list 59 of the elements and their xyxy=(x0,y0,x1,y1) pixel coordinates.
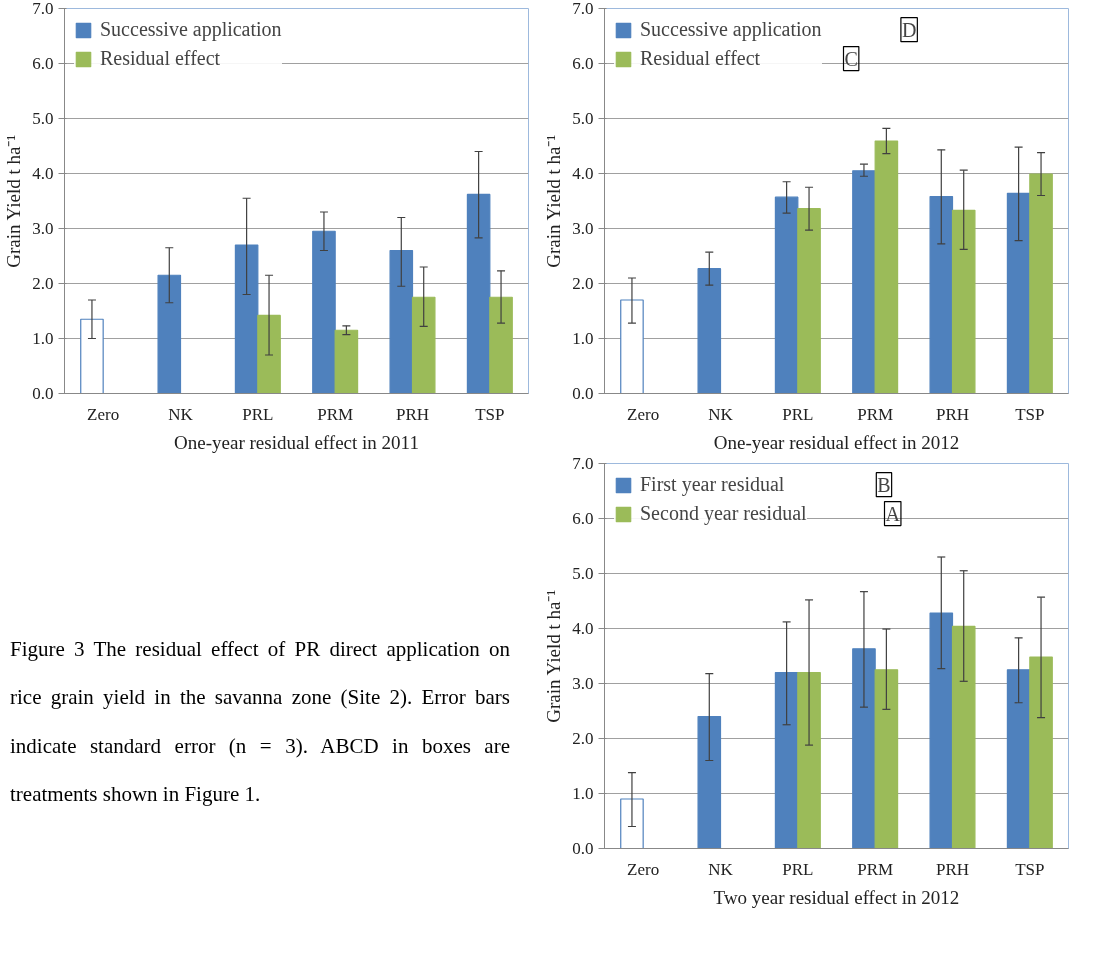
x-tick-label: NK xyxy=(168,404,194,424)
x-axis-title: Two year residual effect in 2012 xyxy=(713,886,960,908)
y-tick-label: 5.0 xyxy=(572,564,594,583)
x-tick-label: NK xyxy=(708,404,734,424)
y-tick-label: 0.0 xyxy=(572,839,594,858)
x-tick-label: PRM xyxy=(857,859,894,879)
y-tick-label: 6.0 xyxy=(572,54,594,73)
legend-label: Successive application xyxy=(640,18,822,41)
x-tick-label: Zero xyxy=(627,859,660,879)
x-axis-title: One-year residual effect in 2012 xyxy=(713,431,960,453)
annotation: D xyxy=(901,18,917,41)
x-tick-label: TSP xyxy=(1015,404,1045,424)
y-tick-label: 7.0 xyxy=(572,454,594,473)
y-tick-label: 1.0 xyxy=(572,329,594,348)
y-tick-label: 0.0 xyxy=(32,384,54,403)
x-tick-label: PRM xyxy=(857,404,894,424)
y-tick-label: 7.0 xyxy=(572,0,594,18)
legend-label: Residual effect xyxy=(100,47,221,70)
y-tick-label: 6.0 xyxy=(572,509,594,528)
annotation: C xyxy=(844,47,858,70)
y-tick-label: 4.0 xyxy=(572,619,594,638)
y-tick-label: 5.0 xyxy=(572,109,594,128)
y-axis-title: Grain Yield t ha⁻¹ xyxy=(543,589,565,723)
y-tick-label: 5.0 xyxy=(32,109,54,128)
legend-label: Residual effect xyxy=(640,47,761,70)
y-tick-label: 1.0 xyxy=(572,784,594,803)
y-tick-label: 3.0 xyxy=(572,674,594,693)
y-tick-label: 7.0 xyxy=(32,0,54,18)
y-axis-title: Grain Yield t ha⁻¹ xyxy=(543,134,565,268)
x-tick-label: Zero xyxy=(627,404,660,424)
x-tick-label: PRM xyxy=(317,404,354,424)
x-tick-label: PRL xyxy=(242,404,274,424)
annotation: A xyxy=(885,502,901,525)
y-tick-label: 0.0 xyxy=(572,384,594,403)
x-tick-label: TSP xyxy=(475,404,505,424)
y-tick-label: 1.0 xyxy=(32,329,54,348)
y-tick-label: 4.0 xyxy=(572,164,594,183)
y-tick-label: 2.0 xyxy=(572,274,594,293)
x-tick-label: PRH xyxy=(935,859,970,879)
annotation: B xyxy=(877,473,891,496)
y-tick-label: 2.0 xyxy=(572,729,594,748)
legend-label: First year residual xyxy=(640,473,785,496)
x-axis-title: One-year residual effect in 2011 xyxy=(174,431,419,453)
y-axis-title: Grain Yield t ha⁻¹ xyxy=(3,134,25,268)
y-tick-label: 6.0 xyxy=(32,54,54,73)
x-tick-label: NK xyxy=(708,859,734,879)
legend-label: Second year residual xyxy=(640,502,807,525)
y-tick-label: 3.0 xyxy=(572,219,594,238)
x-tick-label: PRL xyxy=(782,404,814,424)
y-tick-label: 3.0 xyxy=(32,219,54,238)
x-tick-label: Zero xyxy=(87,404,120,424)
y-tick-label: 4.0 xyxy=(32,164,54,183)
legend-label: Successive application xyxy=(100,18,282,41)
x-tick-label: TSP xyxy=(1015,859,1045,879)
y-tick-label: 2.0 xyxy=(32,274,54,293)
caption: Figure 3 The residual effect of PR direct application on rice grain yield in the savanna zone (Site 2). Error bars indicate standard error (n = 3). ABCD in boxes are treatments shown in Figure 1. xyxy=(10,636,510,808)
x-tick-label: PRH xyxy=(935,404,970,424)
x-tick-label: PRH xyxy=(395,404,430,424)
x-tick-label: PRL xyxy=(782,859,814,879)
